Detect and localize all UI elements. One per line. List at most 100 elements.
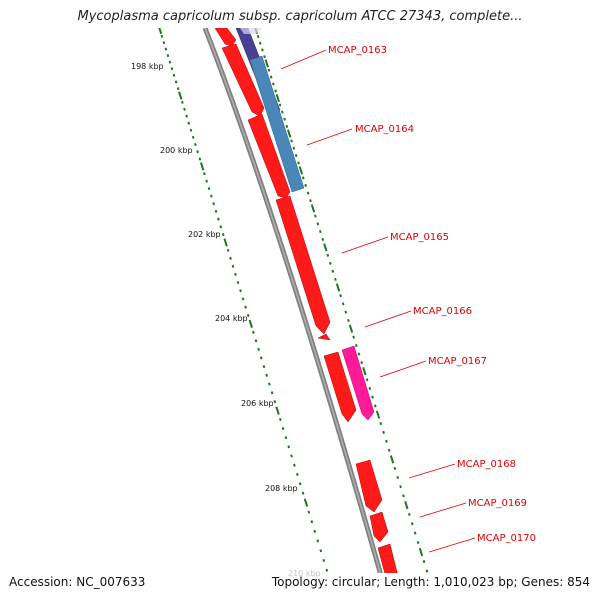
scale-minor-tick: [425, 569, 429, 573]
scale-minor-tick: [301, 491, 305, 495]
gene-arrow[interactable]: [377, 543, 404, 600]
scale-minor-tick: [226, 248, 230, 252]
scale-minor-tick: [207, 187, 211, 191]
scale-major-tick: [348, 324, 354, 333]
scale-minor-tick: [326, 253, 330, 257]
scale-minor-tick: [181, 100, 184, 104]
scale-minor-tick: [339, 294, 342, 298]
gene-labels: MCAP_0163 MCAP_0164 MCAP_0165 MCAP_0166 …: [328, 45, 536, 544]
scale-minor-tick: [393, 466, 397, 470]
scale-minor-tick: [422, 559, 426, 564]
scale-minor-tick: [295, 472, 299, 477]
scale-major-tick: [178, 91, 183, 100]
gene-arrow[interactable]: [214, 28, 237, 47]
scale-minor-tick: [410, 522, 414, 526]
gene-cog-magenta[interactable]: [341, 345, 375, 421]
scale-minor-tick: [234, 272, 237, 276]
scale-minor-tick: [399, 485, 402, 489]
scale-minor-tick: [344, 310, 348, 314]
scale-minor-tick: [176, 87, 180, 91]
scale-minor-tick: [267, 68, 271, 72]
scale-minor-tick: [334, 277, 337, 281]
scale-minor-tick: [274, 89, 277, 93]
gene-label[interactable]: MCAP_0167: [428, 356, 487, 367]
map-title: Mycoplasma capricolum subsp. capricolum …: [77, 9, 523, 24]
gene-arrow[interactable]: [275, 195, 331, 335]
scale-minor-tick: [217, 217, 220, 221]
scale-minor-tick: [306, 191, 310, 195]
scale-minor-tick: [244, 305, 247, 309]
accession-text: Accession: NC_007633: [9, 575, 146, 589]
scale-minor-tick: [316, 539, 320, 543]
scale-minor-tick: [270, 391, 274, 395]
scale-minor-tick: [229, 256, 232, 260]
gene-label[interactable]: MCAP_0166: [413, 306, 472, 317]
scale-minor-tick: [304, 183, 308, 187]
gene-arrow[interactable]: [221, 43, 265, 117]
scale-minor-tick: [174, 80, 178, 84]
scale-minor-tick: [298, 482, 302, 486]
scale-minor-tick: [319, 549, 323, 553]
scale-minor-tick: [379, 421, 383, 426]
scale-minor-tick: [185, 114, 188, 118]
scale-minor-tick: [352, 335, 356, 339]
gene-label[interactable]: MCAP_0163: [328, 45, 387, 56]
scale-minor-tick: [402, 494, 405, 498]
scale-minor-tick: [433, 589, 434, 591]
scale-minor-tick: [333, 589, 334, 591]
scale-minor-tick: [164, 47, 168, 51]
gene-label[interactable]: MCAP_0165: [390, 232, 449, 243]
scale-minor-tick: [297, 161, 300, 165]
scale-minor-tick: [183, 107, 186, 111]
scale-minor-tick: [268, 382, 271, 386]
scale-minor-tick: [314, 214, 317, 218]
gene-cog-steel[interactable]: [249, 55, 305, 193]
scale-minor-tick: [273, 400, 277, 404]
scale-ring: [158, 28, 334, 591]
scale-minor-tick: [262, 365, 266, 369]
scale-tick-label: 210 kbp: [288, 569, 321, 578]
scale-minor-tick: [290, 139, 293, 143]
gene-label[interactable]: MCAP_0169: [468, 498, 527, 509]
topology-text: Topology: circular; Length: 1,010,023 bp…: [271, 575, 590, 589]
gene-arrow[interactable]: [369, 511, 389, 543]
gene-label[interactable]: MCAP_0164: [355, 124, 414, 135]
gene-block-forward[interactable]: [214, 28, 404, 600]
scale-tick-labels: 198 kbp 200 kbp 202 kbp 204 kbp 206 kbp …: [131, 62, 321, 578]
scale-minor-tick: [407, 512, 411, 516]
scale-tick-label: 202 kbp: [188, 230, 221, 239]
scale-minor-tick: [309, 199, 312, 203]
scale-minor-tick: [284, 436, 288, 440]
scale-minor-tick: [254, 339, 258, 343]
scale-minor-tick: [341, 302, 345, 306]
scale-minor-tick: [191, 135, 195, 139]
scale-minor-tick: [166, 54, 170, 58]
scale-minor-tick: [325, 568, 329, 572]
scale-major-tick: [323, 243, 328, 252]
scale-major-tick: [362, 367, 367, 376]
scale-minor-tick: [387, 448, 391, 452]
scale-minor-tick: [313, 529, 317, 533]
scale-minor-tick: [368, 386, 372, 390]
scale-minor-tick: [280, 110, 284, 114]
gene-arrow[interactable]: [355, 459, 383, 513]
gene-arrow[interactable]: [247, 113, 291, 199]
scale-minor-tick: [301, 176, 305, 180]
gene-arrow[interactable]: [323, 351, 357, 423]
scale-minor-tick: [283, 117, 286, 121]
scale-minor-tick: [316, 222, 320, 226]
gene-label-leaders: [280, 49, 476, 553]
gene-label[interactable]: MCAP_0170: [477, 533, 536, 544]
scale-minor-tick: [357, 352, 361, 356]
scale-minor-tick: [205, 179, 209, 183]
scale-major-tick: [158, 28, 163, 35]
scale-major-tick: [375, 410, 381, 419]
scale-minor-tick: [256, 35, 260, 39]
scale-minor-tick: [293, 463, 296, 467]
scale-minor-tick: [196, 150, 199, 154]
gene-label[interactable]: MCAP_0168: [457, 459, 516, 470]
scale-minor-tick: [187, 121, 191, 125]
gene-arrow[interactable]: [317, 333, 331, 341]
scale-minor-tick: [203, 172, 206, 176]
